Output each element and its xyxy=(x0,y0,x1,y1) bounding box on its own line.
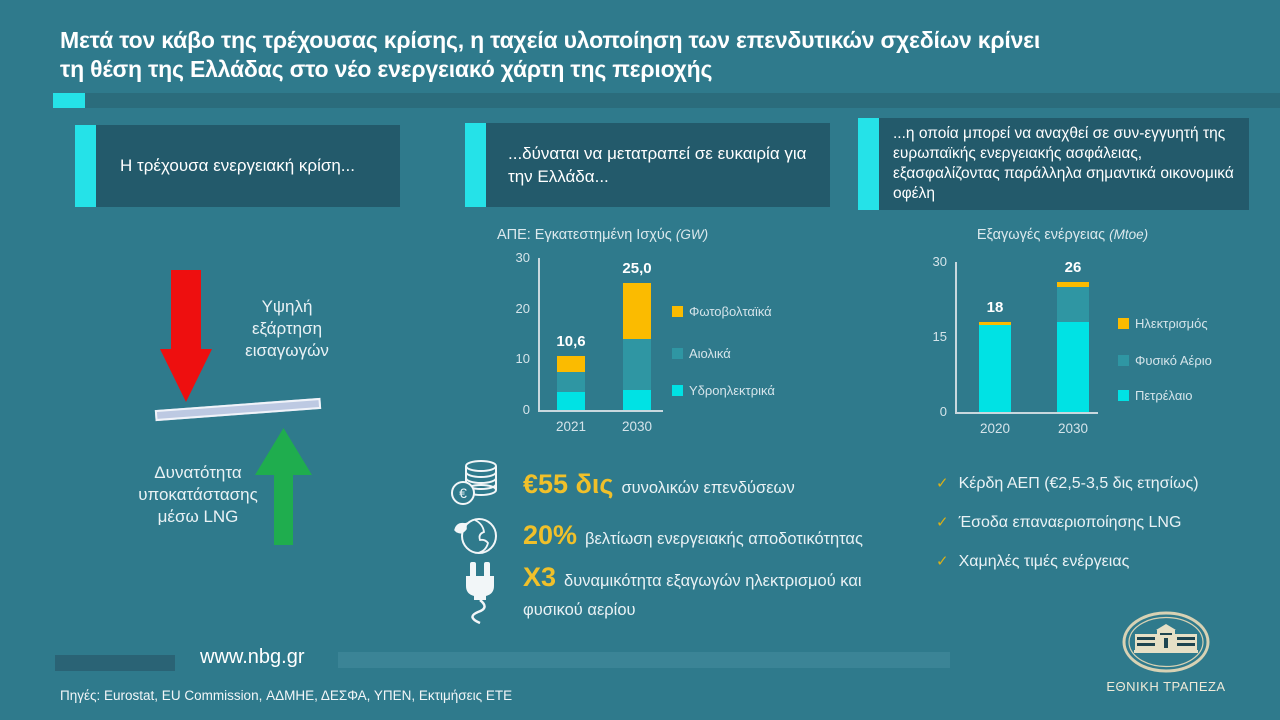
y-axis-tick: 0 xyxy=(522,402,530,417)
bar-segment-Ηλεκτρισμός xyxy=(1057,282,1089,287)
bar-total-label: 10,6 xyxy=(556,333,586,351)
bar-total-label: 25,0 xyxy=(622,260,652,278)
legend-swatch-Ηλεκτρισμός xyxy=(1118,318,1129,329)
header-box-opportunity-label: ...δύναται να μετατραπεί σε ευκαιρία για… xyxy=(508,144,807,186)
footer-dark-bar xyxy=(55,655,175,671)
cyan-accent-bar-2 xyxy=(465,123,486,207)
legend-swatch-Φυσικό Αέριο xyxy=(1118,355,1129,366)
legend-label-Πετρέλαιο: Πετρέλαιο xyxy=(1135,388,1193,403)
bar-total-label: 18 xyxy=(986,299,1004,316)
y-axis-line xyxy=(955,262,957,412)
legend-swatch-Φωτοβολταϊκά xyxy=(672,306,683,317)
slide-title-line-2: τη θέση της Ελλάδας στο νέο ενεργειακό χ… xyxy=(60,56,713,82)
check-icon: ✓ xyxy=(936,514,949,531)
legend-label-Αιολικά: Αιολικά xyxy=(689,346,731,361)
y-axis-tick: 30 xyxy=(932,254,947,269)
efficiency-stat-value: 20% xyxy=(523,520,578,550)
import-dependence-label: Υψηλή εξάρτηση εισαγωγών xyxy=(245,297,329,360)
x-axis-line xyxy=(955,412,1098,414)
benefit-item-lng: ✓ Έσοδα επαναεριοποίησης LNG xyxy=(936,514,1182,531)
exports-stat-value: X3 xyxy=(523,562,557,592)
bar-segment-Πετρέλαιο xyxy=(1057,322,1089,412)
legend-swatch-Αιολικά xyxy=(672,348,683,359)
nbg-url-link[interactable]: www.nbg.gr xyxy=(200,646,305,668)
legend-label-Υδροηλεκτρικά: Υδροηλεκτρικά xyxy=(689,383,775,398)
bar-segment-Φωτοβολταϊκά xyxy=(557,356,585,372)
green-up-arrow xyxy=(255,428,312,545)
nbg-logo xyxy=(1122,611,1210,673)
y-axis-tick: 20 xyxy=(515,300,530,316)
bar-segment-Πετρέλαιο xyxy=(979,324,1011,412)
header-box-security-label: ...η οποία μπορεί να αναχθεί σε συν-εγγυ… xyxy=(893,125,1234,202)
red-down-arrow xyxy=(160,270,212,402)
slide-title: Μετά τον κάβο της τρέχουσας κρίσης, η τα… xyxy=(60,26,1220,84)
header-box-crisis: Η τρέχουσα ενεργειακή κρίση... xyxy=(96,125,400,207)
title-accent-square xyxy=(53,93,85,108)
lng-substitution-label: Δυνατότητα υποκατάστασης μέσω LNG xyxy=(138,463,258,526)
y-axis-tick: 15 xyxy=(932,329,947,344)
x-category-label: 2021 xyxy=(555,419,587,434)
cyan-accent-bar-3 xyxy=(858,118,879,210)
x-category-label: 2030 xyxy=(621,419,653,434)
investment-stat: €55 δις συνολικών επενδύσεων xyxy=(523,470,895,503)
investment-stat-label: συνολικών επενδύσεων xyxy=(621,479,795,497)
investment-stat-value: €55 δις xyxy=(523,469,614,499)
legend-label-Φυσικό Αέριο: Φυσικό Αέριο xyxy=(1135,353,1212,368)
check-icon: ✓ xyxy=(936,553,949,570)
plug-icon xyxy=(466,562,494,624)
y-axis-tick: 0 xyxy=(939,404,947,419)
header-box-opportunity: ...δύναται να μετατραπεί σε ευκαιρία για… xyxy=(486,123,830,207)
efficiency-stat-label: βελτίωση ενεργειακής αποδοτικότητας xyxy=(585,530,863,548)
bar-segment-Αιολικά xyxy=(557,372,585,393)
bar-segment-Ηλεκτρισμός xyxy=(979,322,1011,325)
globe-leaf-icon xyxy=(454,518,497,554)
benefit-item-prices: ✓ Χαμηλές τιμές ενέργειας xyxy=(936,553,1130,570)
legend-label-Φωτοβολταϊκά: Φωτοβολταϊκά xyxy=(689,304,772,319)
bar-total-label: 26 xyxy=(1064,259,1082,276)
legend-label-Ηλεκτρισμός: Ηλεκτρισμός xyxy=(1135,316,1208,331)
bar-segment-Φυσικό Αέριο xyxy=(1057,287,1089,322)
header-box-security: ...η οποία μπορεί να αναχθεί σε συν-εγγυ… xyxy=(879,118,1249,210)
benefit-item-gdp: ✓ Κέρδη ΑΕΠ (€2,5-3,5 δις ετησίως) xyxy=(936,475,1199,492)
title-underline-bar xyxy=(85,93,1280,108)
bank-name-label: ΕΘΝΙΚΗ ΤΡΑΠΕΖΑ xyxy=(1106,679,1226,694)
euro-coins-icon: € xyxy=(451,460,497,505)
legend-swatch-Πετρέλαιο xyxy=(1118,390,1129,401)
energy-exports-chart: Εξαγωγές ενέργειας (Mtoe) 0 15 30 18 2020 26 2… xyxy=(905,225,1240,450)
res-capacity-chart-title: ΑΠΕ: Εγκατεστημένη Ισχύς (GW) xyxy=(496,227,709,243)
bar-segment-Υδροηλεκτρικά xyxy=(623,389,651,410)
x-category-label: 2020 xyxy=(979,421,1011,436)
x-category-label: 2030 xyxy=(1057,421,1089,436)
y-axis-tick: 10 xyxy=(515,351,530,367)
footer-light-bar xyxy=(338,652,950,668)
y-axis-line xyxy=(538,258,540,410)
energy-exports-chart-title: Εξαγωγές ενέργειας (Mtoe) xyxy=(976,227,1149,243)
bar-segment-Φωτοβολταϊκά xyxy=(623,283,651,340)
legend-swatch-Υδροηλεκτρικά xyxy=(672,385,683,396)
res-capacity-chart: ΑΠΕ: Εγκατεστημένη Ισχύς (GW) 0 10 20 30 10,… xyxy=(460,225,800,450)
y-axis-tick: 30 xyxy=(515,250,530,265)
bar-segment-Αιολικά xyxy=(623,339,651,390)
cyan-accent-bar-1 xyxy=(75,125,96,207)
bar-segment-Υδροηλεκτρικά xyxy=(557,392,585,410)
svg-text:€: € xyxy=(459,485,467,501)
efficiency-stat: 20% βελτίωση ενεργειακής αποδοτικότητας xyxy=(523,521,895,554)
slide-title-line-1: Μετά τον κάβο της τρέχουσας κρίσης, η τα… xyxy=(60,27,1041,53)
check-icon: ✓ xyxy=(936,475,949,492)
header-box-crisis-label: Η τρέχουσα ενεργειακή κρίση... xyxy=(120,156,355,175)
x-axis-line xyxy=(538,410,663,412)
sources-note: Πηγές: Eurostat, EU Commission, ΑΔΜΗΕ, Δ… xyxy=(60,688,513,703)
exports-stat-label: δυναμικότητα εξαγωγών ηλεκτρισμού και φυ… xyxy=(523,572,862,619)
exports-stat: X3 δυναμικότητα εξαγωγών ηλεκτρισμού και … xyxy=(523,563,895,625)
